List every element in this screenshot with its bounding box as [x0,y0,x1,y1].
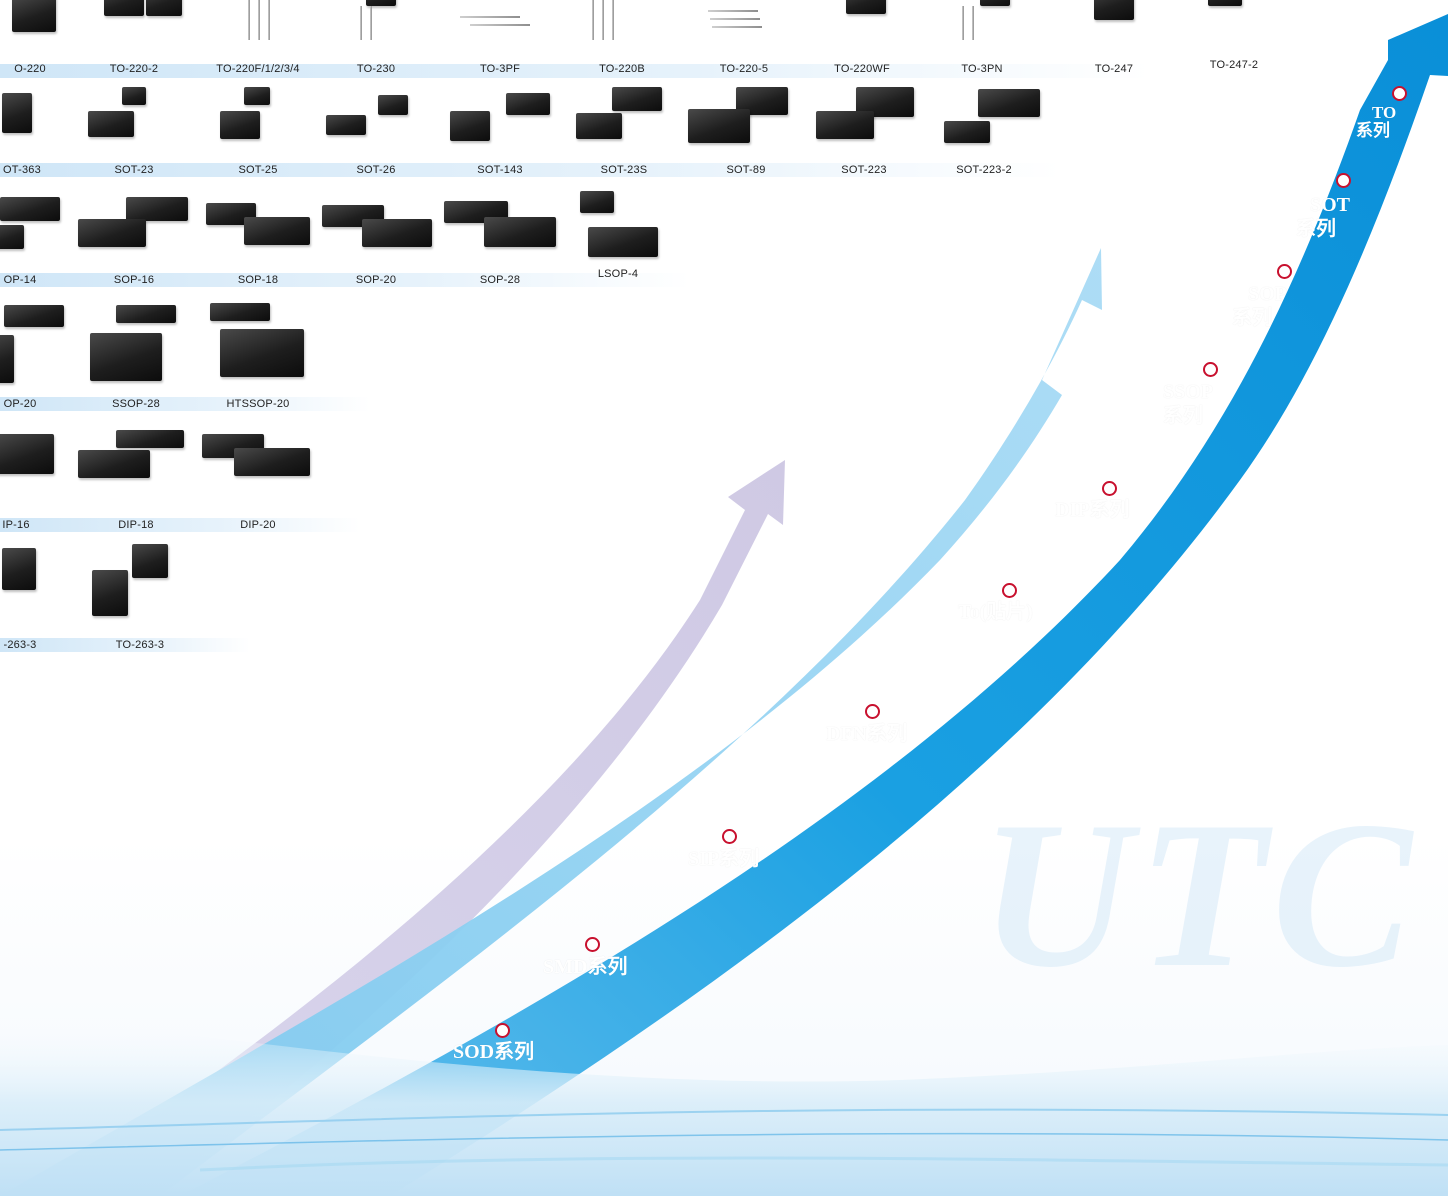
package-item: DIP-20 [198,434,318,532]
row-label-band [0,518,360,532]
package-item: SSOP-28 [76,305,196,411]
package-item: TO-263-3 [80,544,200,652]
marker-dot [495,1023,510,1038]
marker-dot [1203,362,1218,377]
package-item: SOP-28 [440,197,560,287]
package-item: SOT-26 [316,87,436,177]
marker-dot [585,937,600,952]
package-item: TO-220-2 [74,0,194,76]
series-label-sod: SOD系列 [453,1041,535,1063]
package-item: TO-220-5 [684,0,804,76]
row-label-band [0,163,1060,177]
package-item: TO-247 [1054,0,1174,76]
package-item: SOT-223 [804,87,924,177]
package-item: SOT-143 [440,87,560,177]
marker-dot [1336,173,1351,188]
package-item: TO-220F/1/2/3/4 [198,0,318,76]
package-item: -263-3 [0,548,80,652]
marker-dot [1392,86,1407,101]
marker-dot [1102,481,1117,496]
package-item: TO-247-2 [1174,0,1294,72]
series-label-sot: SOT 系列 [1296,194,1351,240]
package-item: SOT-23 [74,87,194,177]
series-label-smd: SMD系列 [543,956,628,978]
package-item: SOP-18 [198,197,318,287]
package-item: LSOP-4 [558,191,678,281]
wave-line-3 [199,1156,1448,1172]
series-label-sip: SIP系列 [688,848,760,870]
row-label-band [0,273,690,287]
row-label-band [0,638,250,652]
series-label-to: TO 系列 [1356,103,1397,140]
package-item: SOP-16 [74,197,194,287]
package-item: OP-14 [0,197,80,287]
package-item: OT-363 [0,87,82,177]
package-item: SOT-23S [564,87,684,177]
package-item: SOT-89 [686,87,806,177]
wave-band [0,1010,1448,1196]
brand-watermark: UTC [980,779,1418,1011]
series-label-ssop: SSOP 系列 [1163,381,1214,427]
package-item: HTSSOP-20 [198,303,318,411]
marker-dot [722,829,737,844]
package-item: O-220 [0,0,90,76]
series-label-dfn: DFN系列 [826,723,908,745]
package-item: SOT-25 [198,87,318,177]
package-item: TO-220B [562,0,682,76]
package-item: IP-16 [0,434,76,532]
package-item: SOP-20 [316,197,436,287]
package-item: TO-3PN [922,0,1042,76]
package-item: DIP-18 [76,430,196,532]
marker-dot [865,704,880,719]
marker-dot [1002,583,1017,598]
package-item: TO-220WF [802,0,922,76]
package-item: OP-20 [0,305,80,411]
wave-line-2 [0,1132,1448,1151]
row-label-band [0,397,370,411]
package-item: SOT-223-2 [924,87,1044,177]
package-item: TO-3PF [440,0,560,76]
marker-dot [1277,264,1292,279]
series-label-to-smd: To(贴片) [958,601,1033,623]
series-label-sop: SOP 系列 [1232,283,1287,329]
wave-line-1 [0,1108,1448,1131]
row-label-band [0,64,1150,78]
package-item: TO-230 [316,0,436,76]
series-label-dip: DIP系列 [1055,499,1130,521]
